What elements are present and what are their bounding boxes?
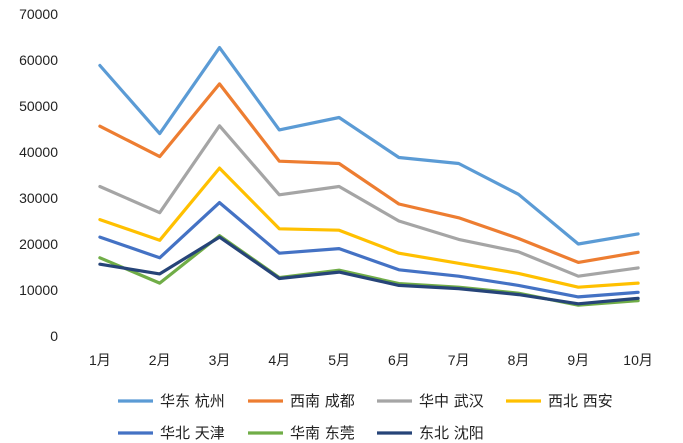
y-tick-label: 0 <box>50 328 58 344</box>
series-lines <box>98 45 640 307</box>
legend-item: 西北 西安 <box>506 392 613 410</box>
series-line-5 <box>98 201 640 299</box>
y-tick-label: 50000 <box>19 98 58 114</box>
series-line-2 <box>98 82 640 264</box>
series-line-7 <box>98 235 640 306</box>
legend-item: 华东 杭州 <box>118 392 225 410</box>
x-tick-label: 10月 <box>623 352 653 368</box>
legend-item: 华南 东莞 <box>248 424 355 442</box>
legend-label: 华南 东莞 <box>290 424 355 442</box>
legend-item: 西南 成都 <box>248 392 355 410</box>
legend-label: 华中 武汉 <box>419 392 484 410</box>
legend-label: 华北 天津 <box>160 424 225 442</box>
legend-item: 华北 天津 <box>118 424 225 442</box>
y-axis: 0 10000 20000 30000 40000 50000 60000 70000 <box>19 6 58 344</box>
x-tick-label: 9月 <box>567 352 589 368</box>
x-tick-label: 1月 <box>89 352 111 368</box>
series-line-3 <box>98 124 640 278</box>
series-line-6 <box>98 234 640 307</box>
series-line-4 <box>98 166 640 289</box>
x-tick-label: 4月 <box>268 352 290 368</box>
legend-label: 西南 成都 <box>290 392 355 410</box>
y-tick-label: 60000 <box>19 52 58 68</box>
y-tick-label: 20000 <box>19 236 58 252</box>
x-tick-label: 2月 <box>149 352 171 368</box>
x-axis: 1月 2月 3月 4月 5月 6月 7月 8月 9月 10月 <box>89 352 653 368</box>
y-tick-label: 40000 <box>19 144 58 160</box>
legend-item: 东北 沈阳 <box>377 424 484 442</box>
legend-label: 华东 杭州 <box>160 392 225 410</box>
series-line-1 <box>98 45 640 246</box>
legend-label: 东北 沈阳 <box>419 424 484 442</box>
x-tick-label: 6月 <box>388 352 410 368</box>
y-tick-label: 30000 <box>19 190 58 206</box>
x-tick-label: 7月 <box>448 352 470 368</box>
legend-item: 华中 武汉 <box>377 392 484 410</box>
y-tick-label: 70000 <box>19 6 58 22</box>
x-tick-label: 5月 <box>328 352 350 368</box>
legend-label: 西北 西安 <box>548 392 613 410</box>
x-tick-label: 8月 <box>508 352 530 368</box>
y-tick-label: 10000 <box>19 282 58 298</box>
x-tick-label: 3月 <box>209 352 231 368</box>
